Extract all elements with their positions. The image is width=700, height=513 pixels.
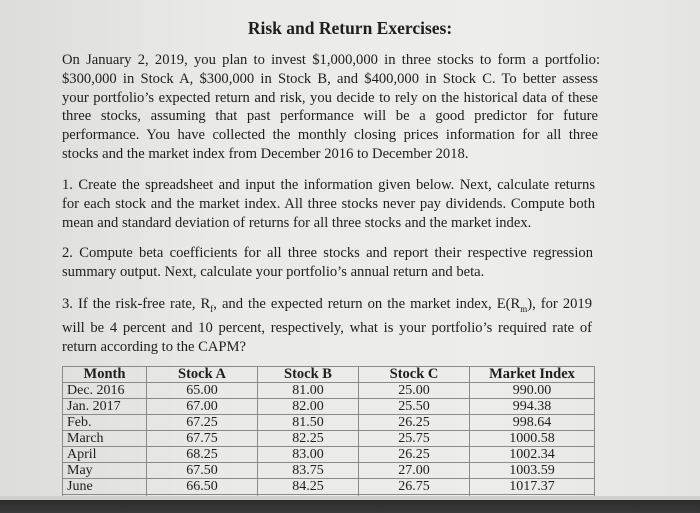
price-cell: 994.38 (469, 398, 595, 415)
price-cell: 26.25 (358, 414, 470, 431)
price-cell: 990.00 (469, 382, 595, 399)
text: 3. If the risk-free rate, R (62, 296, 211, 312)
page-title: Risk and Return Exercises: (247, 18, 453, 38)
price-cell: 26.25 (358, 446, 470, 463)
question-2: 2. Compute beta coefficients for all thr… (62, 244, 593, 282)
price-cell: 1003.59 (469, 462, 595, 479)
text-line: summary output. Next, calculate your por… (62, 263, 485, 280)
price-cell: 67.25 (146, 414, 258, 431)
price-cell: 67.00 (146, 398, 258, 415)
question-3: 3. If the risk-free rate, Rf, and the ex… (62, 295, 592, 356)
table-row: Jan. 2017 67.00 82.00 25.50 994.38 (62, 398, 595, 415)
price-cell: 27.00 (358, 462, 470, 479)
price-cell: 1000.58 (469, 430, 595, 447)
page-edge (0, 496, 700, 500)
price-cell: 25.00 (358, 382, 470, 399)
text-line: will be 4 percent and 10 percent, respec… (62, 319, 592, 336)
subscript: m (520, 303, 528, 314)
text-line: 3. If the risk-free rate, Rf, and the ex… (62, 295, 592, 319)
price-cell: 25.50 (358, 398, 470, 415)
text-line: return according to the CAPM? (62, 338, 246, 355)
table-row: March 67.75 82.25 25.75 1000.58 (62, 430, 595, 447)
month-cell: Jan. 2017 (62, 398, 147, 415)
price-cell: 998.64 (469, 414, 595, 431)
header-market-index: Market Index (469, 366, 595, 383)
header-stock-c: Stock C (358, 366, 470, 383)
price-cell: 83.75 (257, 462, 359, 479)
price-cell: 67.75 (146, 430, 258, 447)
text-line: mean and standard deviation of returns f… (62, 214, 532, 231)
price-cell: 25.75 (358, 430, 470, 447)
subscript: f (210, 303, 214, 314)
month-cell: Dec. 2016 (62, 382, 147, 399)
month-cell: June (62, 478, 147, 495)
price-table: Month Stock A Stock B Stock C Market Ind… (62, 366, 595, 511)
table-row: Feb. 67.25 81.50 26.25 998.64 (62, 414, 595, 431)
text-line: On January 2, 2019, you plan to invest $… (62, 52, 600, 68)
table-row: May 67.50 83.75 27.00 1003.59 (62, 462, 595, 479)
price-cell: 1017.37 (469, 478, 595, 495)
dark-edge (0, 500, 700, 513)
text-line: 1. Create the spreadsheet and input the … (62, 177, 595, 193)
question-1: 1. Create the spreadsheet and input the … (62, 176, 595, 232)
month-cell: March (62, 430, 147, 447)
text-line: three stocks, assuming that past perform… (62, 108, 598, 125)
text-line: your portfolio’s expected return and ris… (62, 89, 598, 106)
price-cell: 68.25 (146, 446, 258, 463)
text-line: stocks and the market index from Decembe… (62, 145, 469, 162)
intro-paragraph: On January 2, 2019, you plan to invest $… (62, 51, 600, 164)
text-line: 2. Compute beta coefficients for all thr… (62, 245, 593, 261)
price-cell: 84.25 (257, 478, 359, 495)
price-cell: 81.50 (257, 414, 359, 431)
table-row: Dec. 2016 65.00 81.00 25.00 990.00 (62, 382, 595, 399)
price-cell: 82.25 (257, 430, 359, 447)
text-line: performance. You have collected the mont… (62, 127, 598, 144)
price-cell: 82.00 (257, 398, 359, 415)
text: , and the expected return on the market … (213, 296, 521, 312)
month-cell: April (62, 446, 147, 463)
price-cell: 65.00 (146, 382, 258, 399)
price-cell: 67.50 (146, 462, 258, 479)
price-cell: 81.00 (257, 382, 359, 399)
header-stock-a: Stock A (146, 366, 258, 383)
price-cell: 66.50 (146, 478, 258, 495)
month-cell: May (62, 462, 147, 479)
table-header-row: Month Stock A Stock B Stock C Market Ind… (62, 366, 595, 383)
price-cell: 83.00 (257, 446, 359, 463)
table-row: June 66.50 84.25 26.75 1017.37 (62, 478, 595, 495)
text: ), for 2019 (527, 296, 593, 312)
text-line: $300,000 in Stock A, $300,000 in Stock B… (62, 70, 598, 87)
table-row: April 68.25 83.00 26.25 1002.34 (62, 446, 595, 463)
text-line: for each stock and the market index. All… (62, 195, 595, 212)
header-stock-b: Stock B (257, 366, 359, 383)
header-month: Month (62, 366, 147, 383)
price-cell: 26.75 (358, 478, 470, 495)
price-cell: 1002.34 (469, 446, 595, 463)
month-cell: Feb. (62, 414, 147, 431)
